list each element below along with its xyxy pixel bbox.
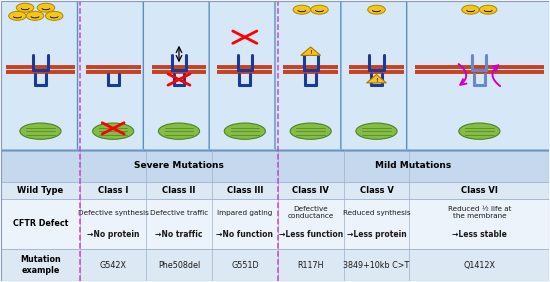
Bar [1,149,549,182]
FancyBboxPatch shape [0,0,83,151]
Circle shape [26,11,44,20]
Circle shape [16,3,34,12]
Text: Defective synthesis: Defective synthesis [78,210,148,216]
Text: !: ! [309,50,312,55]
Text: G551D: G551D [231,261,258,270]
FancyBboxPatch shape [209,0,280,151]
Ellipse shape [290,123,331,139]
Text: →No function: →No function [216,230,273,239]
Circle shape [293,5,311,14]
Text: Class IV: Class IV [292,186,329,195]
Text: 3849+10kb C>T: 3849+10kb C>T [343,261,410,270]
FancyBboxPatch shape [78,0,149,151]
Text: Impared gating: Impared gating [217,210,272,216]
Text: !: ! [375,78,378,83]
Circle shape [311,5,328,14]
Ellipse shape [92,123,134,139]
Text: →Less protein: →Less protein [346,230,406,239]
Polygon shape [367,74,386,83]
FancyBboxPatch shape [341,0,412,151]
Text: Class I: Class I [98,186,128,195]
Text: Mutation
example: Mutation example [20,255,61,275]
FancyBboxPatch shape [275,0,346,151]
Text: →No traffic: →No traffic [155,230,203,239]
Circle shape [480,5,497,14]
Bar [1,182,549,199]
Ellipse shape [459,123,500,139]
Circle shape [9,11,26,20]
Text: Defective traffic: Defective traffic [150,210,208,216]
FancyBboxPatch shape [144,0,214,151]
Ellipse shape [224,123,266,139]
Circle shape [368,5,385,14]
Ellipse shape [356,123,397,139]
Text: Defective
conductance: Defective conductance [288,206,334,219]
Bar [1,249,549,281]
FancyBboxPatch shape [406,0,550,151]
Text: Wild Type: Wild Type [18,186,64,195]
Text: Class III: Class III [227,186,263,195]
Text: Class VI: Class VI [461,186,498,195]
Text: Q1412X: Q1412X [463,261,496,270]
Circle shape [37,3,55,12]
Ellipse shape [158,123,200,139]
Bar [1,199,549,249]
Text: Class V: Class V [360,186,393,195]
Text: Reduced ½ life at
the membrane: Reduced ½ life at the membrane [448,206,511,219]
Text: R117H: R117H [298,261,324,270]
Polygon shape [301,47,321,56]
Text: Class II: Class II [162,186,196,195]
Circle shape [462,5,480,14]
Bar [1,1,549,149]
Text: →Less stable: →Less stable [452,230,507,239]
Text: CFTR Defect: CFTR Defect [13,219,68,228]
Text: Mild Mutations: Mild Mutations [376,161,452,170]
Text: G542X: G542X [100,261,126,270]
Circle shape [46,11,63,20]
Text: →No protein: →No protein [87,230,139,239]
Text: Severe Mutations: Severe Mutations [134,161,224,170]
Text: →Less function: →Less function [278,230,343,239]
Ellipse shape [20,123,61,139]
Text: Reduced synthesis: Reduced synthesis [343,210,410,216]
Text: Phe508del: Phe508del [158,261,200,270]
